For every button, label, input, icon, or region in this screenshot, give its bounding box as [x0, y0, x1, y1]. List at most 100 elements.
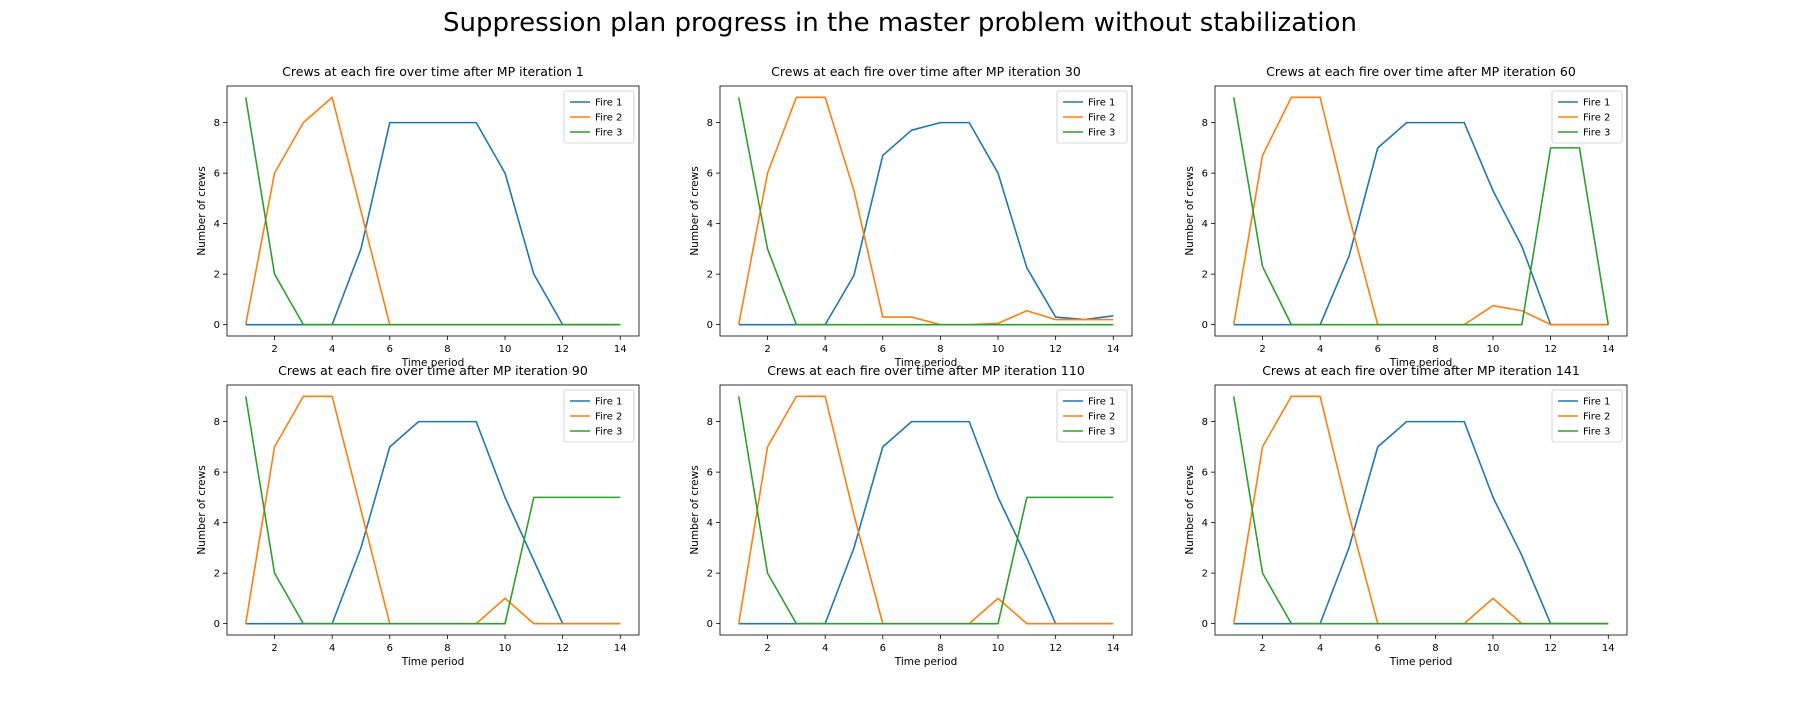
x-tick-label: 8	[937, 344, 943, 355]
plot-frame	[1214, 85, 1628, 337]
x-tick-label: 8	[937, 643, 943, 654]
y-tick-label: 8	[707, 118, 713, 129]
legend-label: Fire 1	[595, 98, 622, 109]
legend-label: Fire 2	[595, 113, 622, 124]
y-axis-label: Number of crews	[689, 166, 701, 255]
legend-label: Fire 2	[1088, 113, 1115, 124]
y-axis-label: Number of crews	[196, 465, 208, 554]
y-tick-label: 8	[1202, 118, 1208, 129]
x-tick-label: 4	[822, 344, 828, 355]
x-axis-label: Time period	[1389, 357, 1452, 369]
legend-label: Fire 1	[1583, 397, 1610, 408]
x-tick-label: 12	[556, 643, 569, 654]
x-tick-label: 10	[499, 643, 512, 654]
series-line-fire-3	[244, 97, 621, 326]
y-tick-label: 4	[214, 518, 220, 529]
x-tick-label: 10	[992, 344, 1005, 355]
subplot-title: Crews at each fire over time after MP it…	[1266, 64, 1576, 79]
x-tick-label: 6	[880, 643, 886, 654]
figure-title: Suppression plan progress in the master …	[443, 8, 1357, 38]
x-tick-label: 2	[764, 344, 770, 355]
x-tick-label: 12	[1544, 643, 1557, 654]
legend-box	[563, 389, 635, 443]
x-axis-label: Time period	[401, 357, 464, 369]
x-tick-label: 6	[1375, 344, 1381, 355]
y-tick-label: 8	[707, 417, 713, 428]
x-tick-label: 2	[1259, 344, 1265, 355]
legend-label: Fire 3	[1583, 427, 1610, 438]
legend-box	[1056, 389, 1128, 443]
series-line-fire-3	[244, 396, 621, 625]
subplot-title: Crews at each fire over time after MP it…	[767, 363, 1085, 378]
series-line-fire-3	[737, 396, 1114, 625]
y-tick-label: 4	[707, 219, 713, 230]
series-line-fire-1	[245, 420, 621, 625]
series-line-fire-1	[738, 121, 1114, 326]
legend-label: Fire 1	[1088, 397, 1115, 408]
legend-box	[563, 90, 635, 144]
y-tick-label: 0	[214, 320, 220, 331]
y-tick-label: 6	[214, 169, 220, 180]
y-tick-label: 0	[1202, 320, 1208, 331]
legend-label: Fire 1	[595, 397, 622, 408]
series-line-fire-2	[737, 96, 1114, 326]
y-tick-label: 6	[1202, 169, 1208, 180]
subplot-title: Crews at each fire over time after MP it…	[1262, 363, 1580, 378]
legend: Fire 1 Fire 2 Fire 3	[1056, 389, 1128, 443]
series-line-fire-3	[737, 97, 1114, 326]
series-line-fire-1	[1233, 420, 1609, 625]
legend-box	[1056, 90, 1128, 144]
y-tick-label: 2	[707, 270, 713, 281]
legend: Fire 1 Fire 2 Fire 3	[1551, 389, 1623, 443]
y-tick-label: 8	[214, 118, 220, 129]
legend: Fire 1 Fire 2 Fire 3	[563, 90, 635, 144]
x-tick-label: 10	[1487, 344, 1500, 355]
plot-frame	[719, 85, 1133, 337]
y-tick-label: 2	[1202, 270, 1208, 281]
subplot-3: Crews at each fire over time after MP it…	[1184, 64, 1628, 369]
x-tick-label: 10	[992, 643, 1005, 654]
legend-label: Fire 2	[1088, 412, 1115, 423]
x-tick-label: 14	[1107, 643, 1120, 654]
legend-label: Fire 3	[595, 128, 622, 139]
x-tick-label: 14	[614, 643, 627, 654]
legend: Fire 1 Fire 2 Fire 3	[1056, 90, 1128, 144]
y-tick-label: 8	[214, 417, 220, 428]
y-tick-label: 4	[214, 219, 220, 230]
x-tick-label: 4	[1317, 643, 1323, 654]
series-line-fire-3	[1232, 97, 1610, 326]
legend-label: Fire 2	[1583, 113, 1610, 124]
subplot-title: Crews at each fire over time after MP it…	[278, 363, 588, 378]
x-tick-label: 4	[329, 643, 335, 654]
x-tick-label: 8	[1432, 344, 1438, 355]
x-tick-label: 12	[1049, 344, 1062, 355]
x-tick-label: 6	[387, 344, 393, 355]
y-tick-label: 0	[1202, 619, 1208, 630]
legend: Fire 1 Fire 2 Fire 3	[563, 389, 635, 443]
legend-label: Fire 3	[1088, 427, 1115, 438]
x-tick-label: 2	[1259, 643, 1265, 654]
y-tick-label: 0	[214, 619, 220, 630]
x-tick-label: 6	[387, 643, 393, 654]
x-tick-label: 12	[1544, 344, 1557, 355]
x-tick-label: 4	[1317, 344, 1323, 355]
x-tick-label: 12	[1049, 643, 1062, 654]
x-tick-label: 4	[822, 643, 828, 654]
x-tick-label: 2	[271, 643, 277, 654]
y-axis-label: Number of crews	[689, 465, 701, 554]
y-axis-label: Number of crews	[196, 166, 208, 255]
y-tick-label: 2	[214, 270, 220, 281]
legend-label: Fire 2	[595, 412, 622, 423]
series-line-fire-3	[1232, 396, 1609, 625]
y-tick-label: 4	[1202, 219, 1208, 230]
x-tick-label: 4	[329, 344, 335, 355]
y-tick-label: 6	[214, 468, 220, 479]
y-tick-label: 4	[1202, 518, 1208, 529]
y-tick-label: 6	[707, 169, 713, 180]
legend-label: Fire 3	[595, 427, 622, 438]
x-tick-label: 14	[1107, 344, 1120, 355]
y-tick-label: 2	[707, 569, 713, 580]
x-tick-label: 8	[1432, 643, 1438, 654]
x-tick-label: 10	[1487, 643, 1500, 654]
